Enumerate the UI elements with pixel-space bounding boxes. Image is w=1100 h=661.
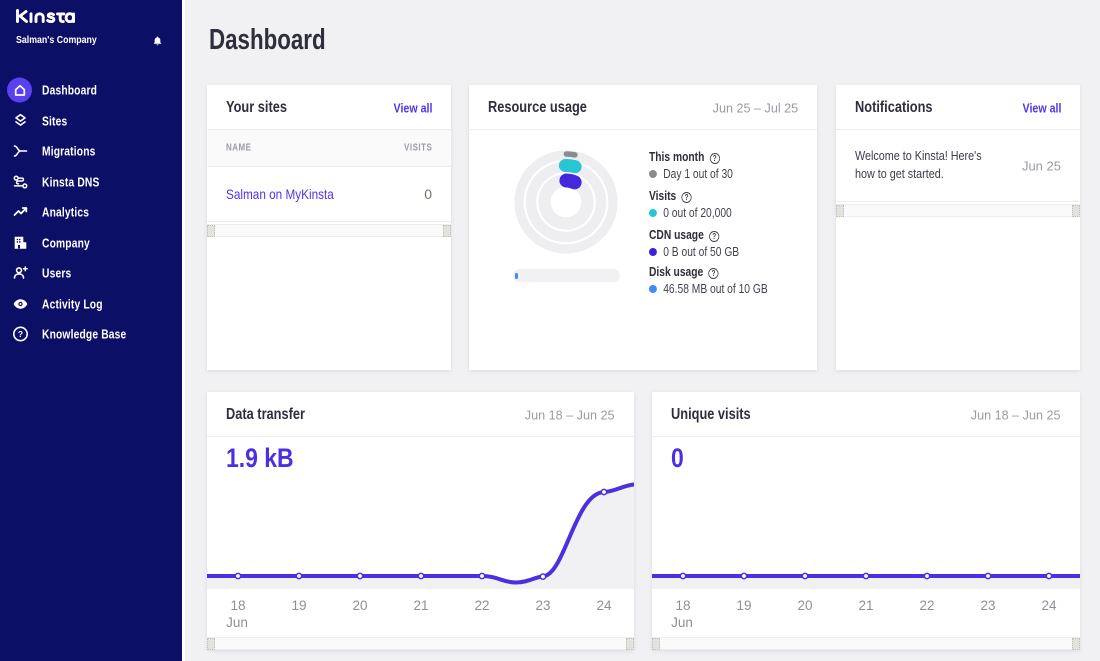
svg-text:?: ? — [18, 329, 23, 339]
